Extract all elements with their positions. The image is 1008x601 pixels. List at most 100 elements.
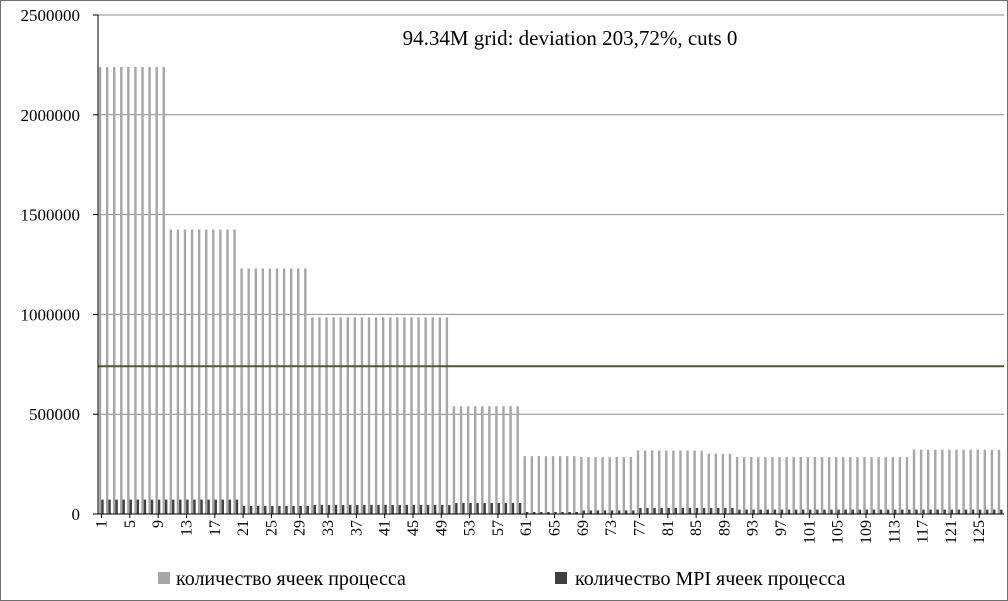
bar-cells [481,406,484,514]
bar-cells [806,457,810,514]
bar-mpi [809,509,812,514]
bar-mpi [922,509,925,514]
bar-mpi [780,509,784,514]
bar-mpi [639,508,642,514]
bar-mpi [978,509,982,514]
bar-mpi [441,505,444,514]
bar-cells [367,317,371,514]
bar-cells [742,457,746,514]
bar-mpi [568,512,571,514]
bar-mpi [865,509,869,514]
x-tick-label: 81 [660,520,677,536]
bar-mpi [101,499,104,514]
bar-mpi [143,499,147,514]
bar-mpi [745,509,748,514]
bar-mpi [285,506,288,514]
bar-mpi [469,503,472,514]
bar-cells [842,457,845,514]
bar-cells [381,317,385,514]
bar-cells [594,457,597,514]
bar-cells [615,457,618,514]
bar-cells [134,66,137,515]
bar-mpi [851,509,854,514]
bar-cells [827,457,831,514]
bar-cells [799,457,802,514]
bar-mpi [462,503,465,514]
bar-cells [629,457,633,514]
axes [93,14,1004,518]
x-tick-label: 73 [603,520,620,536]
bar-cells [289,268,293,514]
bar-cells [764,457,767,514]
bar-mpi [433,505,437,514]
bar-mpi [646,508,649,514]
bar-cells [969,449,972,514]
bar-cells [233,229,236,514]
bar-mpi [1000,509,1003,514]
bar-mpi [306,506,309,514]
bar-cells [771,457,774,514]
y-tick-label: 500000 [29,405,80,424]
x-tick-label: 9 [150,520,167,528]
bar-cells [339,317,342,514]
bar-cells [141,66,144,515]
bar-mpi [681,508,685,514]
bar-mpi [419,505,423,514]
bar-cells [537,456,541,514]
bar-cells [721,453,725,514]
legend-label-mpi: количество MPI ячеек процесса [575,568,846,590]
bar-mpi [667,508,670,514]
bar-cells [523,456,526,514]
bar-mpi [943,509,946,514]
bar-mpi [207,499,210,514]
bar-mpi [476,503,479,514]
bar-cells [325,317,328,514]
bar-cells [374,317,378,514]
bar-mpi [108,499,111,514]
bar-cells [672,450,675,514]
bar-mpi [738,509,741,514]
bar-mpi [837,509,840,514]
bar-cells [856,457,859,514]
bar-cells [941,449,944,514]
bar-mpi [179,499,182,514]
bar-cells [240,268,243,514]
x-tick-label: 21 [235,520,252,536]
bar-cells [445,317,449,514]
bar-cells [254,268,257,514]
bar-cells [997,449,1001,514]
bar-cells [792,457,795,514]
bar-mpi [993,509,996,514]
bar-mpi [759,509,762,514]
bar-cells [176,229,180,514]
bar-cells [686,450,689,514]
bar-mpi [278,506,281,514]
bar-cells [955,449,958,514]
bar-cells [551,456,555,514]
bar-cells [573,456,576,514]
bar-mpi [150,499,154,514]
bar-cells [587,457,590,514]
bar-mpi [752,509,755,514]
bars [98,66,1003,515]
bar-cells [580,457,583,514]
bar-mpi [844,509,847,514]
bar-mpi [688,508,692,514]
bar-mpi [617,510,621,514]
bar-cells [898,457,902,514]
bar-mpi [582,510,585,514]
bar-cells [665,450,668,514]
bar-cells [884,457,887,514]
bar-mpi [264,506,267,514]
bar-mpi [596,510,600,514]
bar-cells [962,449,965,514]
bar-mpi [164,499,168,514]
x-tick-label: 97 [773,520,790,536]
bar-cells [919,449,923,514]
y-tick-label: 1000000 [21,305,81,324]
y-tick-label: 0 [72,505,81,524]
bar-mpi [929,509,932,514]
bar-mpi [172,499,175,514]
bar-cells [566,456,569,514]
bar-mpi [823,509,826,514]
